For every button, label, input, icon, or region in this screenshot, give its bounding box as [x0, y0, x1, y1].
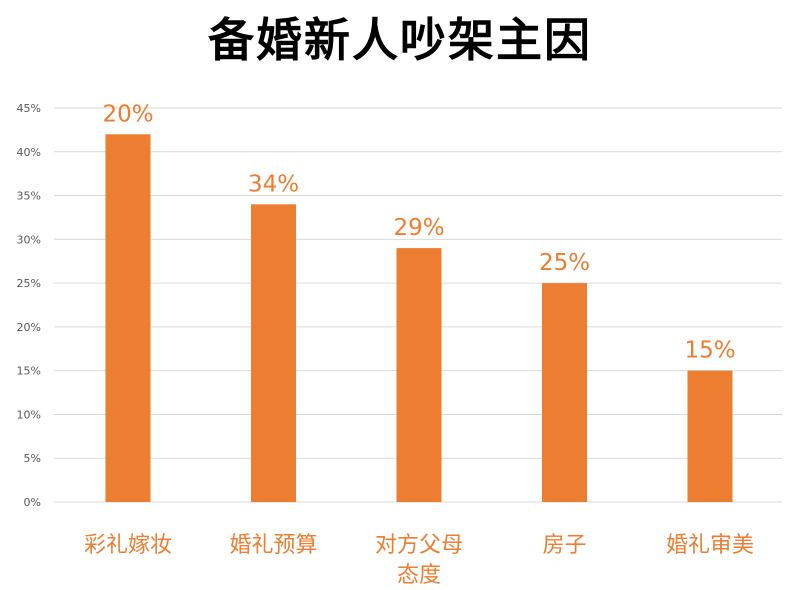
- y-tick-label: 10%: [17, 408, 41, 421]
- y-tick-label: 30%: [17, 233, 41, 246]
- x-tick-label: 对方父母: [375, 533, 463, 558]
- x-tick-label: 婚礼审美: [666, 533, 754, 558]
- x-tick-label: 态度: [397, 563, 441, 588]
- bar: [396, 248, 442, 502]
- y-tick-label: 0%: [24, 496, 41, 509]
- y-tick-label: 5%: [24, 452, 41, 465]
- y-tick-label: 15%: [17, 365, 41, 378]
- y-tick-label: 40%: [17, 146, 41, 159]
- y-tick-label: 45%: [17, 102, 41, 115]
- bar: [251, 204, 296, 503]
- bar: [542, 283, 587, 502]
- bar: [105, 134, 151, 502]
- data-label: 20%: [102, 101, 153, 127]
- y-tick-label: 35%: [17, 190, 41, 203]
- bar: [687, 370, 733, 502]
- data-label: 25%: [539, 250, 590, 276]
- data-label: 34%: [248, 171, 299, 197]
- bars: [105, 134, 733, 503]
- x-tick-label: 婚礼预算: [229, 533, 317, 558]
- chart-title: 备婚新人吵架主因: [208, 13, 592, 67]
- x-tick-label: 彩礼嫁妆: [84, 533, 172, 558]
- x-tick-label: 房子: [542, 533, 586, 558]
- y-tick-label: 25%: [17, 277, 41, 290]
- data-label: 29%: [393, 215, 444, 241]
- data-label: 15%: [684, 338, 735, 364]
- y-tick-label: 20%: [17, 321, 41, 334]
- y-axis-ticks: 0% 5% 10% 15% 20% 25% 30% 35% 40% 45%: [17, 102, 41, 509]
- data-labels: 20% 34% 29% 25% 15%: [102, 101, 735, 363]
